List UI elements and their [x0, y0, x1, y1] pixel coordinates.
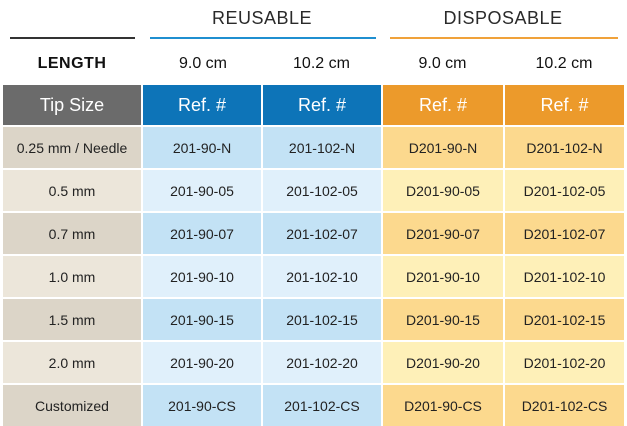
ref-cell: D201-90-07	[383, 213, 503, 254]
tip-size-cell: 0.7 mm	[3, 213, 141, 254]
ref-cell: D201-102-N	[505, 127, 624, 168]
ref-cell: D201-90-05	[383, 170, 503, 211]
ref-cell: 201-102-15	[263, 299, 381, 340]
ref-cell: 201-90-20	[143, 342, 261, 383]
ref-cell: 201-102-10	[263, 256, 381, 297]
length-value: 10.2 cm	[535, 55, 593, 72]
header-ref: Ref. #	[505, 85, 624, 125]
rule-disposable	[390, 37, 618, 39]
ref-cell: 201-102-CS	[263, 385, 381, 426]
rule-length	[10, 37, 135, 39]
ref-cell: 201-90-15	[143, 299, 261, 340]
length-value: 10.2 cm	[293, 55, 350, 72]
ref-cell: 201-90-N	[143, 127, 261, 168]
ref-cell: D201-102-05	[505, 170, 624, 211]
ref-cell: D201-102-15	[505, 299, 624, 340]
ref-cell: D201-90-10	[383, 256, 503, 297]
header-ref: Ref. #	[383, 85, 503, 125]
ref-cell: 201-90-05	[143, 170, 261, 211]
tip-size-cell: 0.25 mm / Needle	[3, 127, 141, 168]
ref-cell: 201-102-05	[263, 170, 381, 211]
ref-cell: 201-102-N	[263, 127, 381, 168]
tip-size-cell: Customized	[3, 385, 141, 426]
ref-cell: 201-102-20	[263, 342, 381, 383]
ref-cell: 201-90-10	[143, 256, 261, 297]
ref-cell: D201-102-CS	[505, 385, 624, 426]
ref-cell: 201-102-07	[263, 213, 381, 254]
ref-cell: D201-90-20	[383, 342, 503, 383]
ref-cell: 201-90-07	[143, 213, 261, 254]
ref-cell: D201-102-20	[505, 342, 624, 383]
ref-cell: D201-90-15	[383, 299, 503, 340]
length-label: LENGTH	[37, 55, 107, 72]
ref-cell: D201-90-CS	[383, 385, 503, 426]
length-value: 9.0 cm	[178, 55, 227, 72]
ref-cell: 201-90-CS	[143, 385, 261, 426]
disposable-title: DISPOSABLE	[443, 8, 563, 28]
ref-cell: D201-90-N	[383, 127, 503, 168]
ref-cell: D201-102-07	[505, 213, 624, 254]
header-ref: Ref. #	[263, 85, 381, 125]
header-ref: Ref. #	[143, 85, 261, 125]
header-tip-size: Tip Size	[3, 85, 141, 125]
tip-size-cell: 0.5 mm	[3, 170, 141, 211]
length-value: 9.0 cm	[418, 55, 467, 72]
rule-reusable	[150, 37, 376, 39]
ref-cell: D201-102-10	[505, 256, 624, 297]
reusable-title: REUSABLE	[211, 8, 313, 28]
tip-size-cell: 2.0 mm	[3, 342, 141, 383]
tip-size-cell: 1.0 mm	[3, 256, 141, 297]
tip-size-cell: 1.5 mm	[3, 299, 141, 340]
